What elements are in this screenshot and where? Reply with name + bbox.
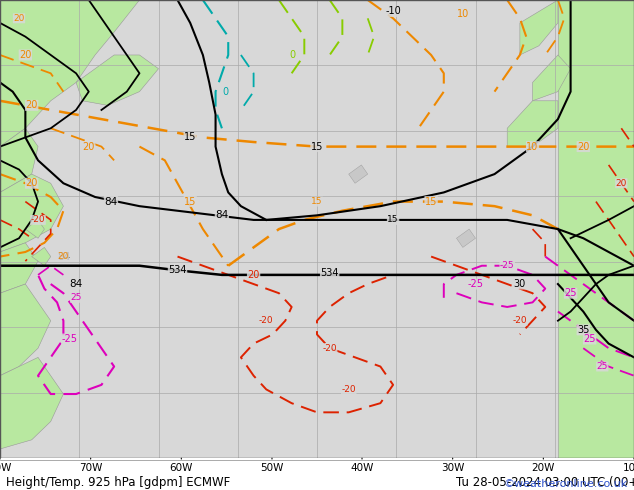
Text: ©weatheronline.co.uk: ©weatheronline.co.uk — [503, 479, 628, 489]
Text: -25: -25 — [500, 261, 515, 270]
Polygon shape — [0, 243, 38, 293]
Text: 15: 15 — [184, 196, 197, 207]
Text: 84: 84 — [57, 251, 70, 262]
Text: 534: 534 — [320, 268, 339, 278]
Polygon shape — [533, 55, 571, 101]
Text: 25: 25 — [564, 288, 577, 298]
Polygon shape — [32, 247, 51, 266]
Text: 40W: 40W — [351, 463, 373, 473]
Text: 20: 20 — [19, 50, 32, 60]
Text: 0: 0 — [290, 50, 296, 60]
Text: 20: 20 — [247, 270, 260, 280]
Text: -20: -20 — [30, 216, 46, 224]
Text: 60W: 60W — [170, 463, 193, 473]
Text: 20W: 20W — [532, 463, 555, 473]
Text: -20: -20 — [322, 343, 337, 353]
Text: 15: 15 — [311, 142, 323, 151]
Text: -20: -20 — [341, 385, 356, 394]
Text: 20: 20 — [25, 178, 38, 188]
Polygon shape — [558, 0, 634, 458]
Text: -25: -25 — [467, 279, 484, 289]
Polygon shape — [456, 229, 476, 247]
Text: 30W: 30W — [441, 463, 464, 473]
Polygon shape — [0, 284, 51, 376]
Text: -10: -10 — [385, 6, 401, 17]
Polygon shape — [0, 128, 38, 193]
Text: 35: 35 — [577, 325, 590, 335]
Text: 15: 15 — [387, 216, 399, 224]
Text: 10: 10 — [456, 9, 469, 19]
Text: 534: 534 — [168, 265, 187, 275]
Text: 0: 0 — [222, 87, 228, 97]
Polygon shape — [25, 220, 44, 238]
Text: 70W: 70W — [79, 463, 102, 473]
Polygon shape — [0, 357, 63, 458]
Text: -20: -20 — [512, 316, 527, 325]
Text: 10: 10 — [526, 142, 539, 151]
Text: Tu 28-05-2024 03:00 UTC (00+03): Tu 28-05-2024 03:00 UTC (00+03) — [456, 475, 634, 489]
Text: 25: 25 — [597, 362, 608, 371]
Text: 15: 15 — [184, 132, 197, 143]
Polygon shape — [520, 0, 558, 55]
Text: Height/Temp. 925 hPa [gdpm] ECMWF: Height/Temp. 925 hPa [gdpm] ECMWF — [6, 475, 231, 489]
Text: 84: 84 — [105, 196, 117, 207]
Text: 30: 30 — [514, 279, 526, 289]
Text: 25: 25 — [70, 294, 82, 302]
Text: 15: 15 — [311, 197, 323, 206]
Polygon shape — [0, 0, 139, 147]
Text: 20: 20 — [58, 252, 69, 261]
Text: 20: 20 — [25, 100, 38, 110]
Text: 20: 20 — [13, 14, 25, 23]
Text: 20: 20 — [616, 179, 627, 188]
Text: 80W: 80W — [0, 463, 11, 473]
Text: 84: 84 — [70, 279, 82, 289]
Text: -20: -20 — [259, 316, 274, 325]
Text: -25: -25 — [61, 334, 78, 344]
Polygon shape — [349, 165, 368, 183]
Text: 15: 15 — [425, 196, 437, 207]
Text: 50W: 50W — [261, 463, 283, 473]
Polygon shape — [507, 101, 558, 147]
Text: 84: 84 — [216, 210, 228, 221]
Text: 20: 20 — [82, 142, 95, 151]
Polygon shape — [0, 174, 63, 252]
Text: 20: 20 — [577, 142, 590, 151]
Text: 25: 25 — [583, 334, 596, 344]
Polygon shape — [76, 55, 158, 105]
Text: 10W: 10W — [623, 463, 634, 473]
